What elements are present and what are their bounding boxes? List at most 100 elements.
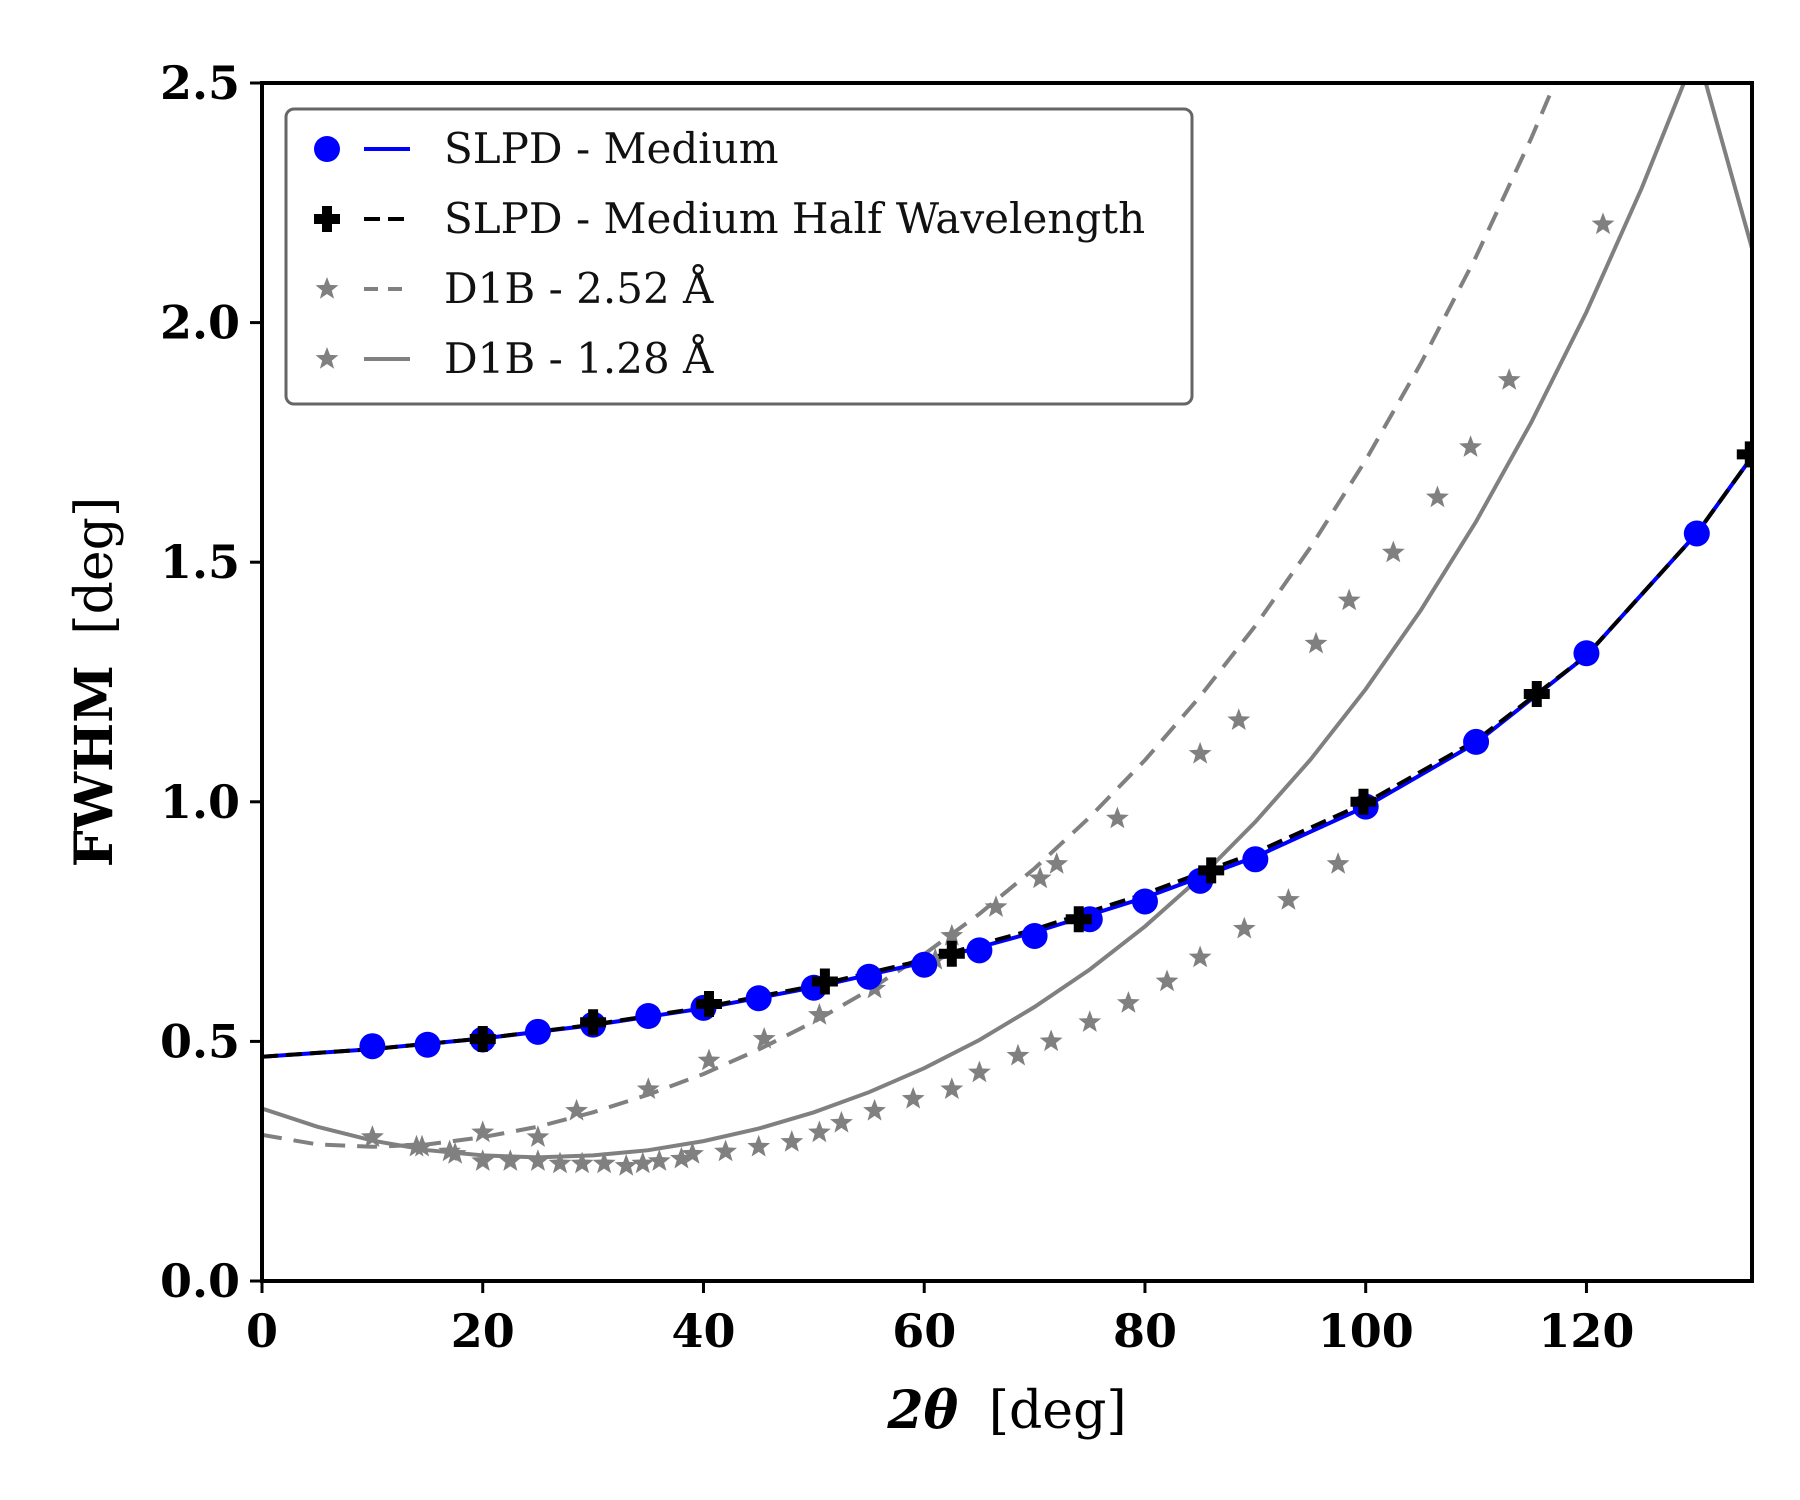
fit-line-1 — [262, 455, 1752, 1059]
point-s2-13 — [984, 895, 1008, 917]
x-axis-title-symbol: 2θ — [886, 1380, 958, 1441]
point-s0-7 — [745, 985, 772, 1012]
x-tick-label: 40 — [671, 1304, 735, 1358]
point-s3-31 — [1326, 852, 1350, 874]
point-s3-4 — [498, 1149, 522, 1171]
point-s3-2 — [443, 1142, 467, 1164]
point-s2-7 — [697, 1048, 721, 1071]
point-s2-25 — [1591, 212, 1615, 235]
x-axis-title-unit: [deg] — [989, 1381, 1127, 1441]
point-s3-17 — [808, 1120, 831, 1143]
point-s3-9 — [614, 1154, 638, 1176]
point-s3-30 — [1277, 888, 1300, 910]
y-tick-label: 0.0 — [160, 1254, 240, 1308]
point-s2-20 — [1337, 588, 1361, 611]
point-s2-23 — [1459, 435, 1482, 457]
x-tick-label: 100 — [1318, 1304, 1414, 1358]
point-s0-14 — [1131, 888, 1158, 915]
point-s3-8 — [592, 1151, 616, 1174]
x-tick-label: 20 — [451, 1304, 515, 1358]
point-s2-14 — [1028, 866, 1052, 889]
point-s2-24 — [1497, 368, 1521, 390]
point-s3-21 — [940, 1077, 964, 1099]
point-s3-28 — [1188, 945, 1212, 968]
legend-marker-3 — [315, 347, 339, 369]
legend-label-0: SLPD - Medium — [444, 124, 779, 173]
point-s2-1 — [405, 1134, 428, 1157]
y-tick-label: 1.0 — [160, 775, 240, 829]
point-s2-19 — [1304, 631, 1328, 654]
legend-marker-2 — [315, 277, 339, 299]
y-tick-label: 2.0 — [160, 296, 240, 350]
x-tick-label: 80 — [1113, 1304, 1177, 1358]
point-s3-20 — [901, 1086, 925, 1109]
point-s3-27 — [1155, 969, 1179, 992]
point-s1-7 — [1350, 788, 1377, 815]
point-s2-6 — [636, 1077, 660, 1099]
point-s3-3 — [471, 1149, 495, 1171]
y-tick-label: 2.5 — [160, 56, 240, 110]
point-s2-17 — [1188, 741, 1212, 764]
y-axis: 0.0 0.5 1.0 1.5 2.0 2.5 — [160, 56, 262, 1308]
y-axis-title: FWHM [deg] — [64, 497, 125, 867]
point-s2-8 — [752, 1027, 776, 1049]
point-s1-0 — [469, 1026, 496, 1053]
plot-area — [262, 83, 1752, 1176]
point-s3-22 — [968, 1060, 991, 1083]
point-s1-1 — [580, 1009, 607, 1036]
x-axis: 0 20 40 60 80 100 120 — [246, 1281, 1634, 1358]
point-s2-9 — [808, 1003, 831, 1025]
point-s2-16 — [1106, 806, 1129, 829]
point-s1-8 — [1523, 680, 1550, 707]
point-s3-7 — [570, 1151, 594, 1174]
point-s2-2 — [438, 1139, 461, 1162]
legend-label-1: SLPD - Medium Half Wavelength — [444, 194, 1145, 243]
point-s3-11 — [647, 1149, 671, 1171]
point-s3-16 — [780, 1130, 804, 1152]
point-s2-3 — [471, 1120, 495, 1143]
point-s0-20 — [1683, 520, 1710, 547]
point-s0-3 — [524, 1018, 551, 1045]
legend-marker-1 — [314, 206, 340, 232]
point-s1-4 — [938, 940, 965, 967]
point-s1-3 — [811, 968, 838, 995]
point-s1-5 — [1065, 906, 1092, 933]
point-s0-1 — [414, 1031, 441, 1058]
point-s0-12 — [1021, 922, 1048, 949]
point-s3-24 — [1039, 1029, 1063, 1052]
legend-label-2: D1B - 2.52 Å — [444, 263, 714, 313]
point-s1-6 — [1198, 857, 1225, 884]
point-s2-21 — [1381, 540, 1405, 563]
point-s2-0 — [361, 1125, 384, 1147]
x-axis-title: 2θ [deg] — [886, 1380, 1126, 1441]
point-s0-19 — [1573, 640, 1600, 667]
point-s3-13 — [681, 1142, 704, 1164]
point-s3-29 — [1232, 916, 1256, 939]
legend-marker-0 — [314, 136, 340, 162]
y-tick-label: 1.5 — [160, 535, 240, 589]
legend-box — [284, 107, 1194, 406]
point-s0-11 — [966, 937, 993, 964]
point-s3-5 — [526, 1149, 550, 1171]
point-s2-15 — [1045, 852, 1069, 874]
legend-label-3: D1B - 1.28 Å — [444, 333, 714, 383]
y-axis-title-unit: [deg] — [65, 497, 125, 635]
point-s3-6 — [548, 1151, 572, 1174]
y-axis-title-symbol: FWHM — [64, 665, 125, 867]
point-s1-2 — [696, 991, 722, 1018]
x-tick-label: 120 — [1538, 1304, 1634, 1358]
point-s3-10 — [631, 1151, 655, 1174]
point-s1-9 — [1736, 441, 1752, 468]
data-markers — [359, 212, 1752, 1176]
point-s2-12 — [940, 924, 964, 946]
point-s0-9 — [856, 963, 883, 990]
point-s0-16 — [1242, 846, 1269, 873]
point-s2-4 — [526, 1125, 550, 1147]
legend: SLPD - Medium SLPD - Medium Half Waveleng… — [284, 107, 1194, 406]
point-s2-5 — [565, 1098, 588, 1121]
point-s0-0 — [359, 1033, 386, 1060]
point-s3-25 — [1078, 1010, 1102, 1032]
point-s3-12 — [670, 1146, 693, 1169]
point-s2-22 — [1426, 485, 1449, 508]
